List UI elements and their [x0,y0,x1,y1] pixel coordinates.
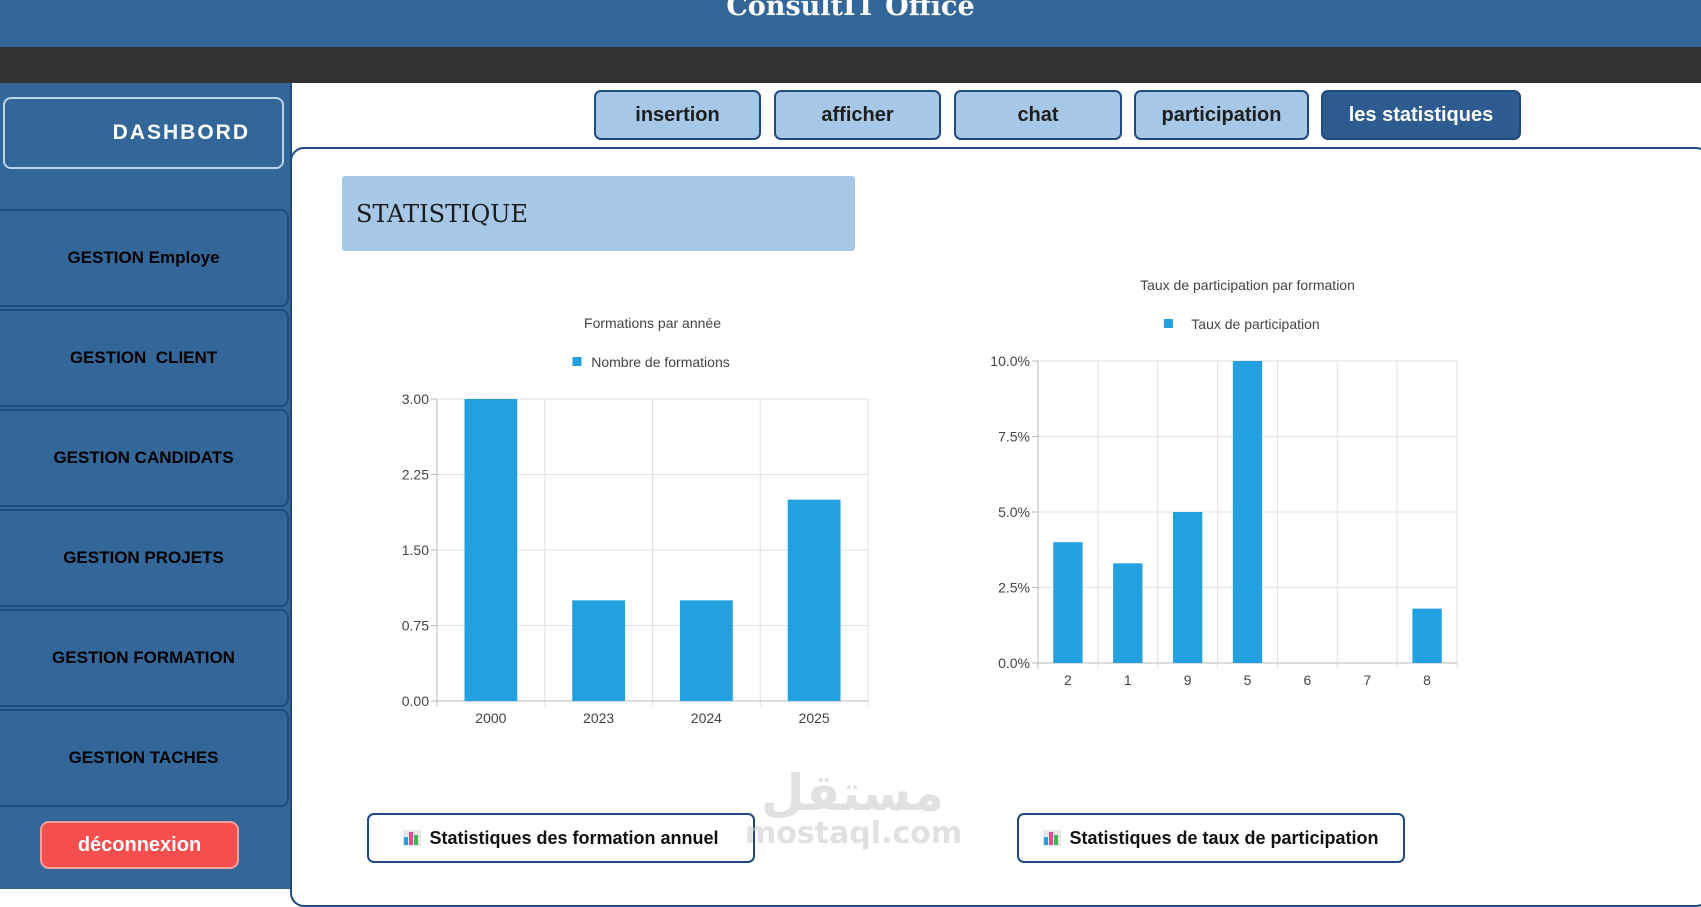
tab-afficher[interactable]: afficher [774,90,941,140]
chart-title: Formations par année [584,315,721,331]
chart-svg: Taux de participation par formation Taux … [990,277,1458,688]
chart-xtick-label: 2025 [799,710,830,726]
sidebar-item-gestion-taches[interactable]: GESTION TACHES [0,709,289,807]
chart-bar [1232,361,1263,663]
chart-legend-label: Nombre de formations [591,354,730,370]
chart-title: Taux de participation par formation [1140,277,1355,293]
chart-svg: Formations par année Nombre de formations… [402,315,869,726]
bar-chart-icon [403,830,422,846]
chart-bar [1412,608,1442,663]
chart-bar [787,499,841,701]
chart-ytick-label: 3.00 [402,391,429,407]
chart-legend-swatch [1163,319,1173,328]
tab-chat[interactable]: chat [954,90,1122,140]
chart-bar [464,399,518,701]
chart-ytick-label: 2.25 [402,467,429,483]
chart-ytick-label: 1.50 [402,542,429,558]
chart-bar [679,600,733,701]
chart-bar [572,600,626,701]
chart-xtick-label: 5 [1244,672,1252,688]
sidebar-item-label: GESTION TACHES [68,748,219,767]
chart-xtick-label: 9 [1184,672,1192,688]
chart-ytick-label: 0.00 [402,693,429,709]
chart-ytick-label: 5.0% [998,504,1030,520]
chart-xtick-label: 2024 [691,710,722,726]
chart-ytick-label: 2.5% [998,580,1030,596]
dark-strip [0,47,1701,83]
chart-ytick-label: 10.0% [990,353,1030,369]
content-panel [290,147,1701,907]
chart-ytick-label: 7.5% [998,429,1030,445]
chart-xtick-label: 6 [1303,672,1311,688]
app-title: ConsultIT Office [726,0,975,22]
annual-stats-label: Statistiques des formation annuel [429,827,719,848]
page-title: STATISTIQUE [342,176,855,251]
sidebar-item-label: GESTION CLIENT [69,348,218,367]
chart-ytick-label: 0.75 [402,618,429,634]
sidebar-item-label: GESTION PROJETS [63,548,224,567]
tab-insertion[interactable]: insertion [594,90,761,140]
chart-xtick-label: 8 [1423,672,1431,688]
sidebar-item-gestion-formation[interactable]: GESTION FORMATION [0,609,289,707]
sidebar-item-gestion-projets[interactable]: GESTION PROJETS [0,509,289,607]
sidebar-item-gestion-employe[interactable]: GESTION Employe [0,209,289,307]
chart-legend-swatch [572,357,582,366]
bar-chart-icon [1043,830,1062,846]
sidebar-item-gestion-client[interactable]: GESTION CLIENT [0,309,289,407]
chart-bar [1053,542,1083,663]
participation-stats-label: Statistiques de taux de participation [1069,827,1379,848]
top-header-bar: ConsultIT Office [0,0,1701,47]
chart-bar [1113,563,1143,663]
logout-button[interactable]: déconnexion [40,821,239,869]
sidebar-item-label: GESTION CANDIDATS [53,448,234,467]
dashboard-button[interactable]: DASHBORD [3,97,284,169]
sidebar-item-label: GESTION FORMATION [52,648,235,667]
sidebar-item-label: GESTION Employe [67,248,220,267]
chart-xtick-label: 2023 [583,710,614,726]
tab-participation[interactable]: participation [1134,90,1309,140]
chart-xtick-label: 7 [1363,672,1371,688]
chart-taux-participation: Taux de participation par formation Taux … [975,262,1475,702]
annual-stats-button[interactable]: Statistiques des formation annuel [367,813,755,863]
chart-legend-label: Taux de participation [1191,316,1319,332]
chart-ytick-label: 0.0% [998,655,1030,671]
chart-xtick-label: 1 [1124,672,1132,688]
chart-formations-par-annee: Formations par année Nombre de formations… [382,300,882,740]
tab-les-statistiques[interactable]: les statistiques [1321,90,1521,140]
chart-xtick-label: 2000 [475,710,506,726]
chart-xtick-label: 2 [1064,672,1072,688]
participation-stats-button[interactable]: Statistiques de taux de participation [1017,813,1405,863]
sidebar-item-gestion-candidats[interactable]: GESTION CANDIDATS [0,409,289,507]
chart-bar [1172,512,1203,663]
sidebar: DASHBORD GESTION Employe GESTION CLIENT … [0,83,292,889]
